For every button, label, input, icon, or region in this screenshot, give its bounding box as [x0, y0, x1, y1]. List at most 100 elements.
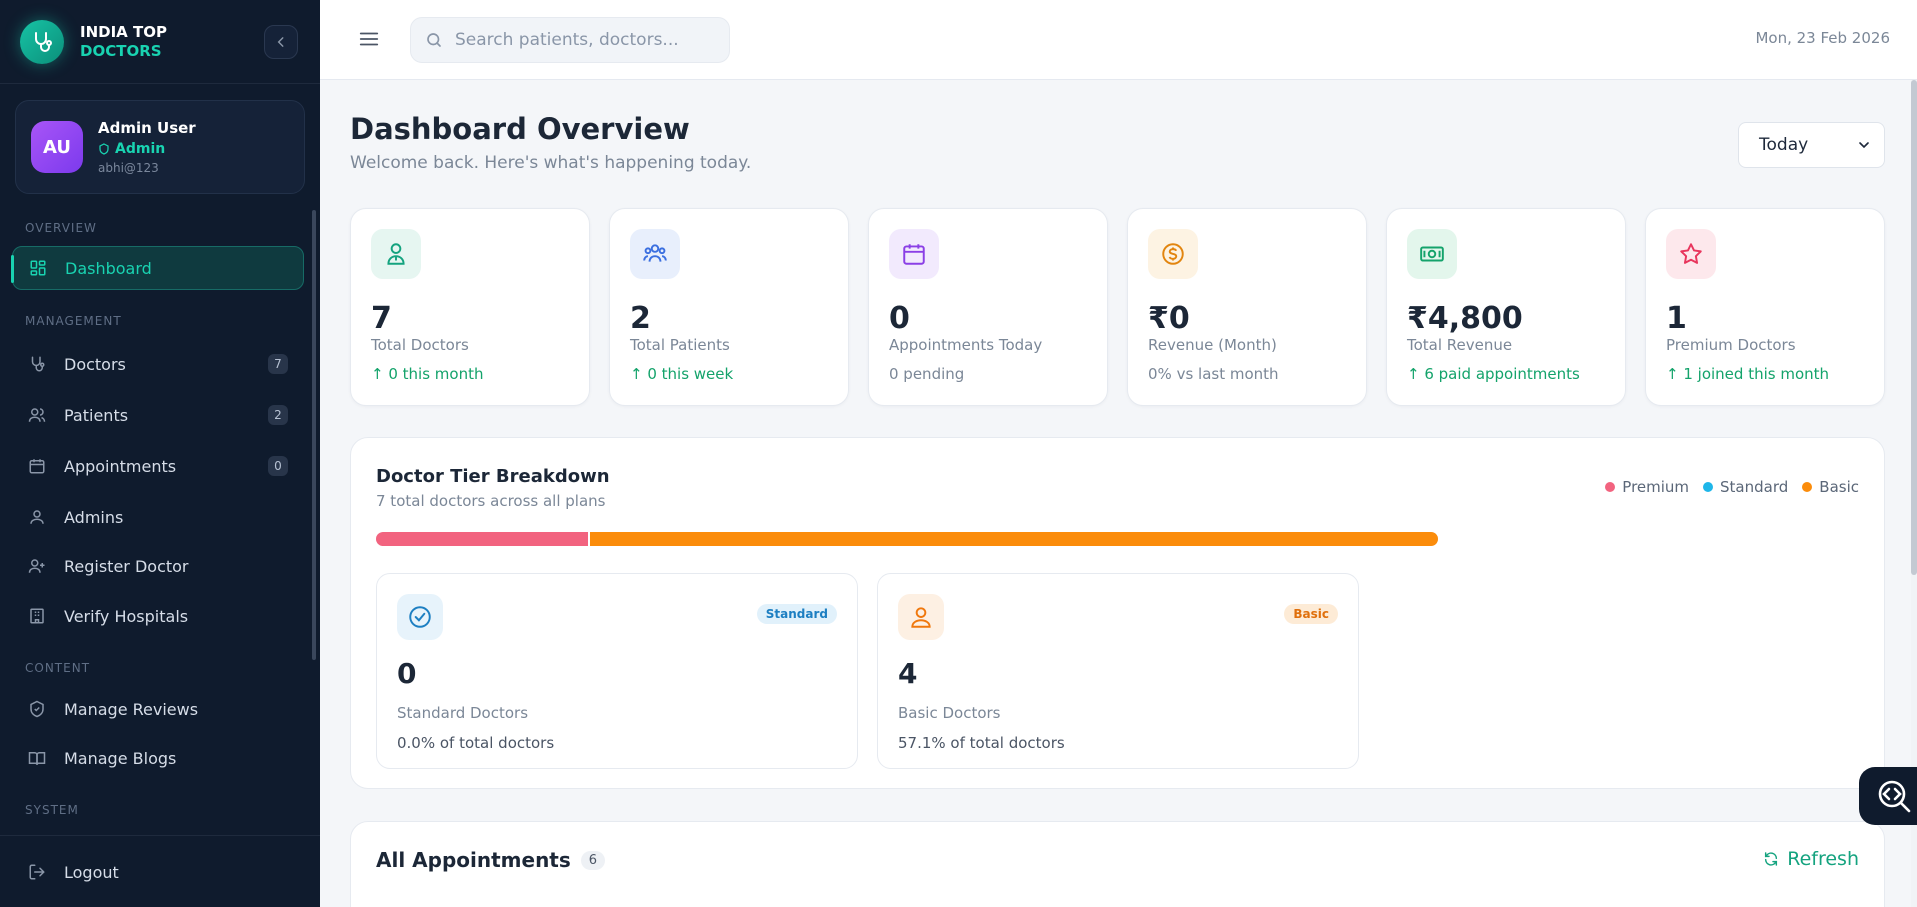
doctor-icon	[371, 229, 421, 279]
tier-percentage: 0.0% of total doctors	[397, 734, 555, 752]
nav-manage-blogs[interactable]: Manage Blogs	[12, 736, 304, 780]
cash-icon	[1407, 229, 1457, 279]
sidebar-scrollbar[interactable]	[312, 210, 316, 660]
collapse-sidebar-button[interactable]	[264, 25, 298, 59]
nav-doctors[interactable]: Doctors 7	[12, 342, 304, 386]
stat-trend: ↑ 6 paid appointments	[1407, 365, 1580, 383]
date-range-select[interactable]: Today	[1738, 122, 1885, 168]
nav-dashboard[interactable]: Dashboard	[11, 246, 304, 290]
avatar: AU	[31, 121, 83, 173]
stat-value: 7	[371, 301, 392, 336]
search-icon	[427, 33, 441, 47]
tier-subtitle: 7 total doctors across all plans	[376, 492, 606, 510]
user-name: Admin User	[98, 119, 196, 137]
stat-trend-text: 1 joined this month	[1683, 365, 1830, 383]
nav-verify-hospitals[interactable]: Verify Hospitals	[12, 594, 304, 638]
main-scrollbar-thumb[interactable]	[1911, 80, 1917, 575]
stat-label: Total Doctors	[371, 336, 469, 354]
refresh-button[interactable]: Refresh	[1763, 848, 1859, 870]
code-inspector-button[interactable]	[1859, 767, 1917, 825]
tier-card-standard[interactable]: Standard 0 Standard Doctors 0.0% of tota…	[376, 573, 858, 769]
section-management: MANAGEMENT	[25, 314, 122, 328]
user-card[interactable]: AU Admin User Admin abhi@123	[15, 100, 305, 194]
logout-button[interactable]: Logout	[12, 850, 304, 894]
tier-count: 0	[397, 657, 417, 690]
stat-value: 2	[630, 301, 651, 336]
stat-trend: ↑ 0 this month	[371, 365, 483, 383]
page-subtitle: Welcome back. Here's what's happening to…	[350, 153, 752, 173]
tier-badge: Basic	[1284, 604, 1338, 624]
nav-doctors-label: Doctors	[64, 354, 126, 374]
nav-appointments[interactable]: Appointments 0	[12, 444, 304, 488]
user-role-label: Admin	[115, 141, 166, 157]
legend-basic: Basic	[1802, 478, 1859, 496]
main-scrollbar[interactable]	[1911, 80, 1917, 907]
nav-register-doctor[interactable]: Register Doctor	[12, 544, 304, 588]
current-date: Mon, 23 Feb 2026	[1755, 29, 1890, 47]
star-icon	[1666, 229, 1716, 279]
stat-label: Premium Doctors	[1666, 336, 1796, 354]
tier-title: Doctor Tier Breakdown	[376, 466, 610, 487]
building-icon	[26, 605, 48, 627]
date-range-value: Today	[1759, 135, 1809, 155]
book-icon	[26, 747, 48, 769]
stat-card-appointments-today[interactable]: 0 Appointments Today 0 pending	[868, 208, 1108, 406]
legend-label: Standard	[1720, 478, 1789, 496]
topbar: Mon, 23 Feb 2026	[320, 0, 1917, 80]
grid-icon	[27, 257, 49, 279]
search-box[interactable]	[410, 17, 730, 63]
arrow-up-icon: ↑	[1666, 365, 1684, 383]
tier-count: 4	[898, 657, 918, 690]
stat-value: ₹0	[1148, 301, 1190, 336]
brand: INDIA TOP DOCTORS	[0, 0, 320, 84]
stat-card-revenue-month[interactable]: ₹0 Revenue (Month) 0% vs last month	[1127, 208, 1367, 406]
nav-appointments-label: Appointments	[64, 456, 177, 476]
stat-card-premium-doctors[interactable]: 1 Premium Doctors ↑ 1 joined this month	[1645, 208, 1885, 406]
nav-patients[interactable]: Patients 2	[12, 393, 304, 437]
stat-trend-text: 6 paid appointments	[1424, 365, 1580, 383]
arrow-up-icon: ↑	[1407, 365, 1425, 383]
all-appointments-panel: All Appointments 6 Refresh	[350, 821, 1885, 907]
tier-bar-segment-basic	[588, 532, 1438, 546]
tier-badge: Standard	[756, 604, 837, 624]
nav-manage-reviews[interactable]: Manage Reviews	[12, 687, 304, 731]
page-title: Dashboard Overview	[350, 112, 690, 146]
legend-dot	[1802, 482, 1813, 492]
user-plus-icon	[26, 555, 48, 577]
chevron-down-icon	[1859, 142, 1869, 149]
stat-label: Total Revenue	[1407, 336, 1513, 354]
legend-label: Premium	[1622, 478, 1690, 496]
legend-label: Basic	[1819, 478, 1859, 496]
sidebar: INDIA TOP DOCTORS AU Admin User Admin ab…	[0, 0, 320, 907]
section-content: CONTENT	[25, 661, 91, 675]
code-search-icon	[1878, 780, 1911, 813]
legend-standard: Standard	[1703, 478, 1788, 496]
user-icon	[26, 506, 48, 528]
logout-icon	[26, 861, 48, 883]
nav-admins[interactable]: Admins	[12, 495, 304, 539]
brand-line2: DOCTORS	[80, 41, 162, 60]
hamburger-menu-button[interactable]	[358, 28, 380, 54]
tier-legend: Premium Standard Basic	[1605, 478, 1859, 496]
check-circle-icon	[397, 594, 443, 640]
appointments-title: All Appointments	[376, 848, 571, 872]
refresh-label: Refresh	[1787, 848, 1859, 870]
stat-value: ₹4,800	[1407, 301, 1523, 336]
user-role: Admin	[98, 141, 196, 157]
nav-patients-label: Patients	[64, 405, 129, 425]
stat-label: Revenue (Month)	[1148, 336, 1277, 354]
search-input[interactable]	[455, 30, 715, 50]
stat-card-total-revenue[interactable]: ₹4,800 Total Revenue ↑ 6 paid appointmen…	[1386, 208, 1626, 406]
doctor-tier-breakdown: Doctor Tier Breakdown 7 total doctors ac…	[350, 437, 1885, 789]
tier-card-basic[interactable]: Basic 4 Basic Doctors 57.1% of total doc…	[877, 573, 1359, 769]
arrow-up-icon: ↑	[630, 365, 648, 383]
legend-dot	[1703, 482, 1714, 492]
stat-label: Appointments Today	[889, 336, 1043, 354]
stethoscope-logo-icon	[20, 19, 64, 64]
stat-card-total-patients[interactable]: 2 Total Patients ↑ 0 this week	[609, 208, 849, 406]
dollar-icon	[1148, 229, 1198, 279]
stat-card-total-doctors[interactable]: 7 Total Doctors ↑ 0 this month	[350, 208, 590, 406]
section-overview: OVERVIEW	[25, 221, 97, 235]
appointments-heading: All Appointments 6	[376, 848, 606, 872]
calendar-icon	[26, 455, 48, 477]
